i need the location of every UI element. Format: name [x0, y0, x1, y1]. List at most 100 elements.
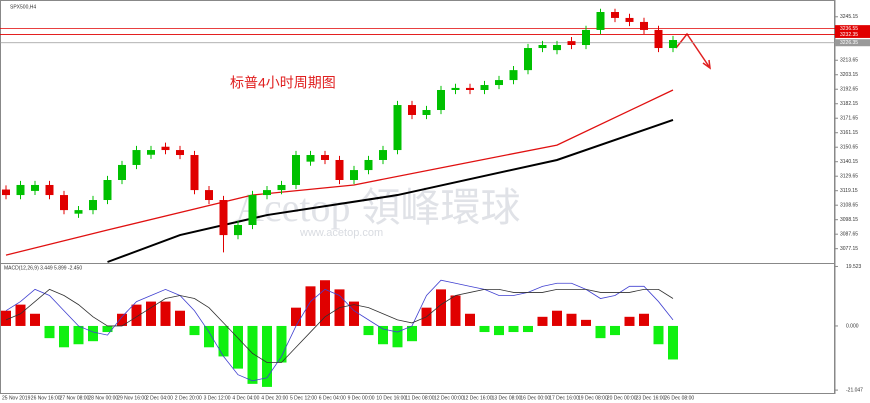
- macd-bar: [160, 301, 171, 326]
- x-tick-label: 4 Dec 20:00: [261, 395, 288, 401]
- macd-bar: [479, 325, 490, 333]
- y-tick-label: 3098.15: [840, 217, 858, 223]
- candle-body: [335, 159, 344, 181]
- candle-body: [567, 41, 576, 45]
- macd-bar: [262, 325, 272, 387]
- candle-body: [277, 184, 286, 191]
- macd-bar: [436, 289, 446, 326]
- macd-bar: [44, 325, 55, 339]
- candle-body: [625, 17, 634, 22]
- candle-body: [582, 29, 590, 45]
- candle-body: [306, 155, 315, 162]
- macd-bar: [15, 304, 26, 326]
- macd-bar: [508, 325, 519, 333]
- macd-bar: [581, 319, 591, 326]
- x-tick-label: 5 Dec 12:00: [290, 395, 317, 401]
- candle-body: [321, 155, 329, 160]
- y-tick-label: 3140.15: [840, 159, 858, 165]
- macd-bar: [610, 325, 620, 336]
- x-tick-label: 10 Dec 16:00: [376, 395, 406, 401]
- x-tick-label: 12 Dec 00:00: [434, 395, 464, 401]
- candle-body: [422, 110, 431, 115]
- price-level-label: 3236.55: [840, 26, 858, 32]
- y-tick-label: 3182.15: [840, 101, 858, 107]
- macd-signal-line: [5, 288, 674, 363]
- macd-bar: [668, 325, 678, 360]
- macd-bar: [102, 325, 113, 333]
- x-tick-label: 25 Nov 2019: [2, 395, 31, 401]
- y-tick-label: 3150.65: [840, 145, 858, 151]
- macd-bar: [363, 325, 374, 336]
- x-tick-label: 16 Dec 00:00: [520, 395, 550, 401]
- y-tick-label: 3245.15: [840, 14, 858, 20]
- macd-bar: [73, 325, 84, 345]
- y-tick-label: 3077.15: [840, 246, 858, 252]
- y-tick-label: 3192.65: [840, 87, 858, 93]
- candle-body: [669, 40, 677, 49]
- candle-body: [2, 189, 10, 196]
- macd-bar: [595, 325, 606, 339]
- x-tick-label: 13 Dec 08:00: [492, 395, 522, 401]
- candle-body: [248, 195, 257, 226]
- macd-bar: [305, 286, 316, 326]
- x-tick-label: 19 Dec 08:00: [578, 395, 608, 401]
- candle-body: [364, 159, 373, 171]
- candle-body: [16, 184, 25, 196]
- macd-bar: [189, 325, 200, 336]
- y-tick-label: 3213.65: [840, 58, 858, 64]
- candle-body: [89, 200, 97, 211]
- candle-body: [466, 87, 474, 90]
- candle-body: [553, 44, 561, 51]
- candle-body: [103, 180, 112, 201]
- x-tick-label: 20 Dec 00:00: [607, 395, 637, 401]
- candle-body: [509, 70, 518, 81]
- price-level-tag: [835, 25, 870, 33]
- candle-body: [234, 225, 242, 236]
- frame: [0, 0, 835, 394]
- candle-body: [147, 150, 155, 155]
- x-tick-label: 9 Dec 00:00: [348, 395, 375, 401]
- y-tick-label: 3108.65: [840, 203, 858, 209]
- price-level-tag: [835, 39, 870, 47]
- macd-bar: [552, 310, 562, 326]
- candle-body: [161, 146, 170, 151]
- macd-bar: [276, 325, 287, 363]
- candle-body: [263, 190, 271, 196]
- price-level-label: 3232.35: [840, 32, 858, 38]
- macd-bar: [494, 325, 504, 336]
- macd-bar: [465, 313, 475, 326]
- annotation: 标普4小时周期图: [230, 75, 336, 91]
- candle-body: [451, 87, 460, 90]
- candle-body: [408, 105, 416, 115]
- candle-body: [45, 184, 54, 196]
- candle-body: [640, 21, 648, 30]
- macd-bar: [1, 310, 11, 326]
- candle-body: [480, 85, 489, 90]
- macd-bar: [117, 313, 127, 326]
- candle-body: [611, 12, 619, 18]
- candle-body: [74, 210, 83, 214]
- macd-bar: [218, 325, 229, 357]
- macd-bar: [523, 325, 533, 333]
- candle-body: [654, 29, 663, 49]
- macd-main-line: [5, 279, 674, 382]
- candle-body: [437, 89, 445, 111]
- watermark-url: www.acetop.com: [299, 227, 383, 239]
- price-level-label: 3226.35: [840, 40, 858, 46]
- macd-bar: [131, 304, 142, 326]
- x-tick-label: 26 Nov 16:00: [31, 395, 61, 401]
- x-tick-label: 3 Dec 12:00: [204, 395, 231, 401]
- macd-y-tick-label: -21.047: [846, 387, 863, 393]
- x-tick-label: 17 Dec 16:00: [549, 395, 579, 401]
- moving-average: [107, 119, 674, 263]
- x-tick-label: 11 Dec 08:00: [405, 395, 435, 401]
- candle-body: [495, 80, 503, 86]
- macd-bar: [378, 325, 388, 345]
- macd-bar: [233, 325, 243, 369]
- candle-body: [524, 48, 532, 71]
- x-tick-label: 27 Nov 08:00: [60, 395, 90, 401]
- x-tick-label: 2 Dec 04:00: [146, 395, 173, 401]
- macd-bar: [247, 325, 258, 384]
- y-tick-label: 3161.15: [840, 130, 858, 136]
- y-tick-label: 3087.65: [840, 232, 858, 238]
